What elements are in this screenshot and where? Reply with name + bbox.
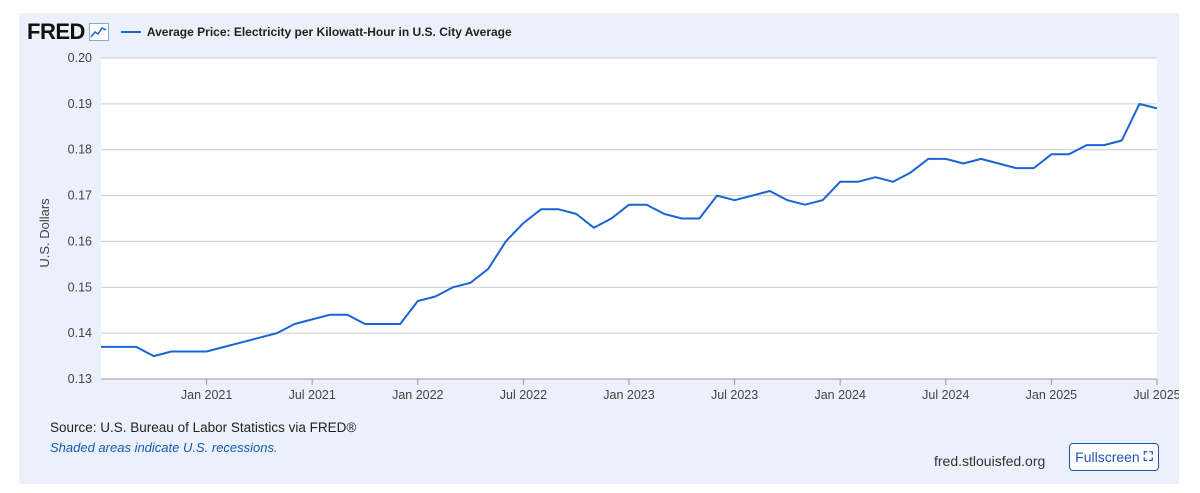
x-tick-label: Jan 2021 <box>181 388 232 402</box>
y-tick-label: 0.20 <box>68 51 92 65</box>
fred-logo[interactable]: FRED <box>27 19 85 44</box>
recession-note: Shaded areas indicate U.S. recessions. <box>50 440 278 455</box>
y-tick-label: 0.17 <box>68 189 92 203</box>
x-tick-label: Jan 2025 <box>1026 388 1077 402</box>
legend: Average Price: Electricity per Kilowatt-… <box>120 25 512 39</box>
legend-label: Average Price: Electricity per Kilowatt-… <box>146 25 512 39</box>
x-tick-label: Jul 2021 <box>289 388 336 402</box>
series-line[interactable] <box>101 102 1158 358</box>
x-tick-label: Jan 2024 <box>814 388 865 402</box>
y-tick-label: 0.15 <box>68 280 92 294</box>
source-note: Source: U.S. Bureau of Labor Statistics … <box>50 420 357 435</box>
y-tick-label: 0.18 <box>68 143 92 157</box>
x-tick-label: Jan 2023 <box>603 388 654 402</box>
x-tick-label: Jul 2025 <box>1133 388 1179 402</box>
line-chart-icon <box>88 23 109 41</box>
y-tick-label: 0.19 <box>68 97 92 111</box>
plot-area <box>101 58 1157 379</box>
chart-panel: FRED Average Price: Electricity per Kilo… <box>19 13 1179 484</box>
y-tick-label: 0.16 <box>68 234 92 248</box>
legend-swatch <box>120 31 141 33</box>
x-tick-label: Jul 2022 <box>500 388 547 402</box>
y-tick-label: 0.13 <box>68 372 92 386</box>
x-tick-label: Jul 2024 <box>922 388 969 402</box>
expand-icon: ⛶ <box>1143 449 1153 464</box>
chart-header: FRED Average Price: Electricity per Kilo… <box>27 19 512 44</box>
site-url[interactable]: fred.stlouisfed.org <box>934 453 1046 469</box>
line-chart: 0.13 0.14 0.15 0.16 0.17 0.18 0.19 0.20 Jan 202… <box>37 51 1179 402</box>
fullscreen-button[interactable]: Fullscreen ⛶ <box>1069 443 1159 471</box>
y-tick-label: 0.14 <box>68 326 92 340</box>
x-tick-label: Jul 2023 <box>711 388 758 402</box>
x-tick-label: Jan 2022 <box>392 388 443 402</box>
y-axis-label: U.S. Dollars <box>37 198 52 268</box>
fullscreen-label: Fullscreen <box>1075 449 1140 465</box>
